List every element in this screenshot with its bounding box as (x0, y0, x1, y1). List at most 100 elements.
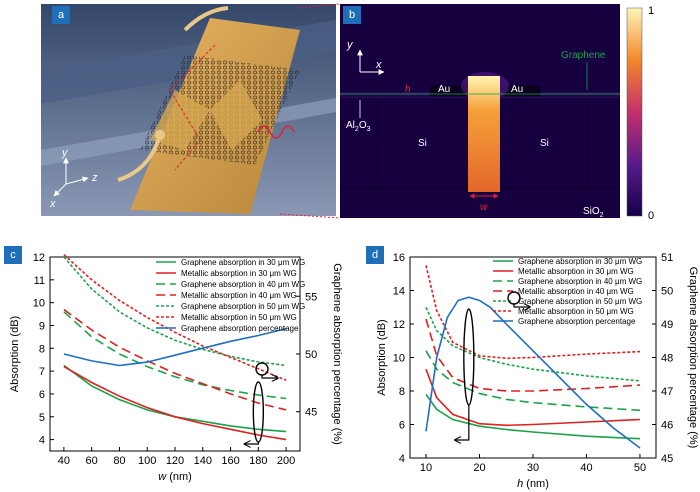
label-sio2: SiO2 (583, 206, 604, 219)
panel-letter-c: c (4, 246, 22, 264)
label-w: w (480, 202, 488, 213)
axis-label-y-b: y (346, 39, 354, 51)
legend-label-7: Graphene absorption percentage (518, 317, 636, 326)
panel-letter-b: b (343, 6, 361, 24)
arrow-to-left-axis (455, 405, 470, 440)
y-tick-label: 10 (393, 353, 405, 365)
x-tick-label: 60 (86, 455, 98, 467)
arrow-to-left-axis (244, 442, 259, 444)
x-tick-label: 50 (634, 462, 646, 474)
axis-label-x-b: x (375, 59, 382, 71)
y-tick-label: 6 (39, 389, 45, 401)
colorbar (626, 7, 643, 217)
legend-label-2: Metallic absorption in 30 μm WG (181, 269, 297, 278)
y-tick-label: 8 (399, 386, 405, 398)
x-tick-label: 20 (473, 462, 485, 474)
panel-b-field-map: y x Graphene h Au Au Al2O3 Si Si w SiO2 (340, 4, 620, 219)
x-tick-label: 180 (249, 455, 267, 467)
y2-tick-label: 49 (661, 319, 673, 331)
legend-label-1: Graphene absorption in 30 μm WG (181, 258, 305, 267)
x-axis-label: h (nm) (517, 478, 549, 490)
y-tick-label: 11 (34, 275, 45, 287)
legend-label-4: Metallic absorption in 40 μm WG (518, 287, 634, 296)
y2-tick-label: 47 (661, 386, 673, 398)
arrow-to-right-axis (513, 304, 530, 307)
series-line-7 (425, 296, 641, 449)
legend-label-6: Metallic absorption in 50 μm WG (518, 307, 634, 316)
legend-label-7: Graphene absorption percentage (181, 324, 299, 333)
chart-panel-c: 40 60 80 100 120 140 160 180 2004567891011124550… (9, 252, 343, 483)
y-tick-label: 6 (399, 420, 405, 432)
series-line-2 (425, 368, 641, 427)
series-line-1 (63, 364, 287, 433)
x-axis-label: w (nm) (158, 471, 192, 483)
y2-tick-label: 48 (661, 353, 673, 365)
series-line-7 (63, 327, 287, 367)
legend-label-5: Graphene absorption in 50 μm WG (181, 302, 305, 311)
y-tick-label: 12 (393, 319, 405, 331)
x-tick-label: 140 (194, 455, 212, 467)
legend-label-5: Graphene absorption in 50 μm WG (518, 297, 642, 306)
y2-tick-label: 46 (661, 420, 673, 432)
legend-label-3: Graphene absorption in 40 μm WG (181, 280, 305, 289)
x-tick-label: 10 (420, 462, 432, 474)
legend-label-2: Metallic absorption in 30 μm WG (518, 267, 634, 276)
axes-triad-b (357, 49, 385, 75)
y-axis-label: Absorption (dB) (9, 316, 21, 392)
annotation-ellipse (252, 381, 265, 443)
y-tick-label: 8 (39, 343, 45, 355)
y2-tick-label: 50 (305, 349, 317, 361)
y-tick-label: 9 (39, 320, 45, 332)
panel-letter-a: a (52, 6, 70, 24)
y-axis-label: Absorption (dB) (376, 319, 388, 395)
label-h: h (405, 84, 411, 95)
panel-a-illustration: y z x (41, 4, 336, 216)
x-tick-label: 80 (113, 455, 125, 467)
colorbar-min-label: 0 (648, 210, 654, 222)
y-tick-label: 5 (39, 412, 45, 424)
label-al2o3: Al2O3 (346, 120, 371, 133)
y-tick-label: 7 (39, 366, 45, 378)
series-line-3 (63, 311, 287, 400)
y-tick-label: 10 (33, 298, 45, 310)
legend-label-6: Metallic absorption in 50 μm WG (181, 313, 297, 322)
axes-triad-a (53, 157, 89, 197)
y-tick-label: 16 (393, 252, 405, 264)
x-tick-label: 120 (166, 455, 184, 467)
y-tick-label: 12 (33, 252, 45, 264)
x-tick-label: 30 (527, 462, 539, 474)
series-line-1 (425, 393, 641, 440)
label-si-left: Si (418, 138, 427, 149)
series-line-4 (425, 318, 641, 392)
arrow-to-right-axis (261, 375, 278, 378)
legend-label-3: Graphene absorption in 40 μm WG (518, 277, 642, 286)
y2-tick-label: 45 (661, 453, 673, 465)
series-line-3 (425, 350, 641, 412)
series-line-6 (63, 254, 287, 381)
x-tick-label: 40 (58, 455, 70, 467)
y-tick-label: 14 (393, 286, 405, 298)
series-line-2 (63, 365, 287, 441)
x-tick-label: 100 (138, 455, 156, 467)
label-au-left: Au (438, 84, 450, 95)
legend-label-4: Metallic absorption in 40 μm WG (181, 291, 297, 300)
y2-tick-label: 45 (305, 407, 317, 419)
colorbar-max-label: 1 (648, 5, 654, 17)
axis-label-y-a: y (61, 147, 69, 159)
series-line-6 (425, 265, 641, 360)
y2-tick-label: 51 (661, 252, 673, 264)
legend-label-1: Graphene absorption in 30 μm WG (518, 257, 642, 266)
x-axis-label-var: w (158, 471, 167, 483)
series-line-5 (63, 256, 287, 367)
label-au-right: Au (511, 84, 523, 95)
series-line-4 (63, 308, 287, 411)
label-si-right: Si (540, 138, 549, 149)
y2-tick-label: 50 (661, 286, 673, 298)
axis-label-x-a: x (49, 198, 56, 210)
x-axis-label-unit: (nm) (166, 471, 192, 483)
annotation-ellipse (463, 308, 475, 406)
label-graphene: Graphene (561, 50, 606, 61)
panel-letter-d: d (366, 246, 384, 264)
